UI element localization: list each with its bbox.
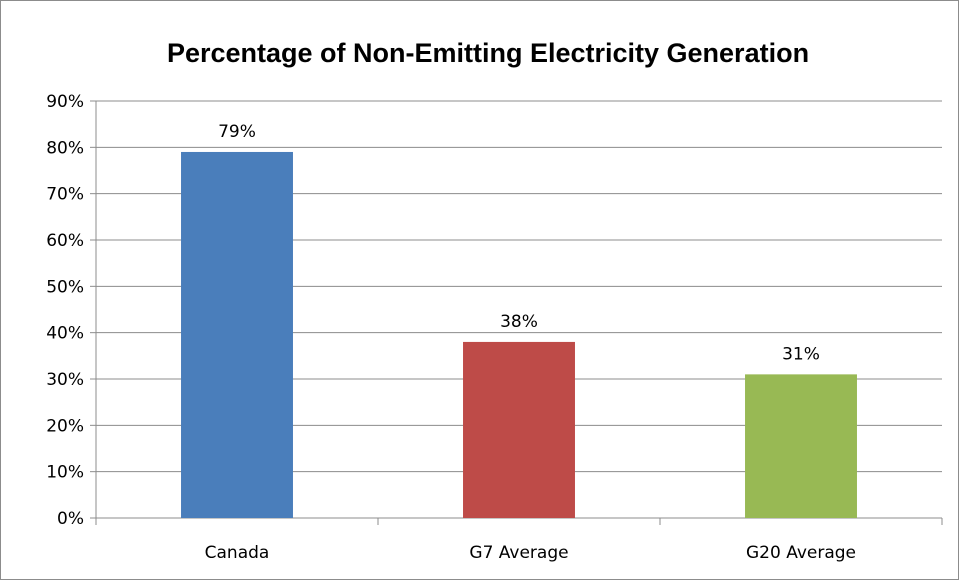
y-tick-label: 30%	[46, 370, 84, 390]
bars	[181, 151, 857, 518]
y-tick-label: 20%	[46, 416, 84, 436]
data-label: 79%	[218, 122, 256, 142]
x-tick-label: G20 Average	[746, 543, 856, 563]
x-tick-label: G7 Average	[469, 543, 568, 563]
y-tick-label: 80%	[46, 138, 84, 158]
x-tick-label: Canada	[205, 543, 270, 563]
bar-g20-average	[745, 374, 857, 518]
y-tick-label: 50%	[46, 277, 84, 297]
y-tick-label: 90%	[46, 92, 84, 112]
x-axis-tick-labels: Canada G7 Average G20 Average	[205, 543, 856, 563]
data-labels: 79% 38% 31%	[218, 122, 820, 364]
y-axis-tick-labels: 0% 10% 20% 30% 40% 50% 60% 70% 80% 90%	[46, 92, 84, 529]
bar-canada	[181, 151, 293, 518]
chart-title: Percentage of Non-Emitting Electricity G…	[167, 38, 809, 68]
y-tick-label: 60%	[46, 231, 84, 251]
y-tick-label: 40%	[46, 324, 84, 344]
y-tick-label: 70%	[46, 185, 84, 205]
y-tick-label: 10%	[46, 463, 84, 483]
y-tick-label: 0%	[57, 509, 84, 529]
bar-g7-average	[463, 341, 575, 518]
data-label: 31%	[782, 344, 820, 364]
data-label: 38%	[500, 312, 538, 332]
